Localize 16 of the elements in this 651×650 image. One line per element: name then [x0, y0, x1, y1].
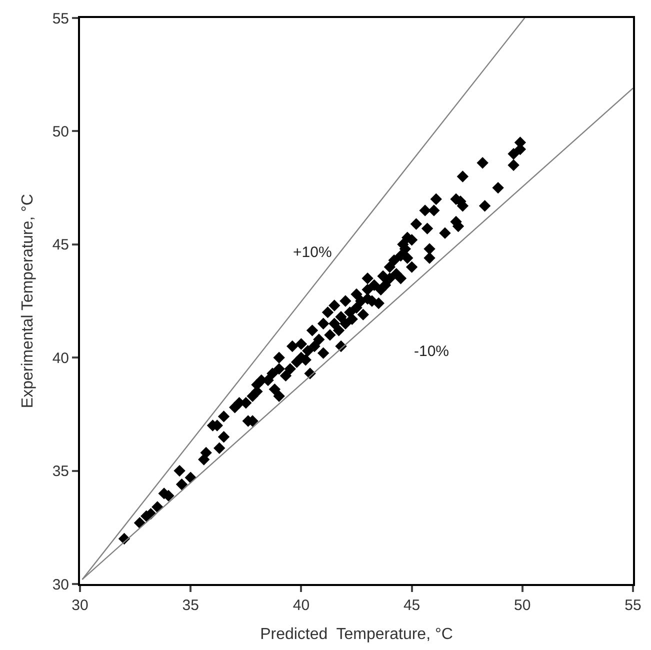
- x-tick-label: 45: [403, 597, 420, 614]
- x-tick-label: 35: [182, 597, 199, 614]
- y-tick-label: 30: [52, 576, 69, 594]
- y-tick-label: 40: [52, 350, 69, 367]
- x-axis-title: Predicted Temperature, °C: [260, 626, 453, 644]
- x-tick-label: 40: [292, 597, 310, 614]
- y-axis-title: Experimental Temperature, °C: [20, 194, 37, 408]
- y-tick-label: 35: [52, 463, 69, 480]
- x-tick-label: 55: [624, 597, 642, 614]
- y-tick-label: 50: [52, 123, 69, 140]
- x-tick-label: 50: [514, 597, 531, 614]
- x-tick-label: 30: [72, 597, 88, 614]
- annotation: -10%: [414, 343, 450, 360]
- y-tick-label: 55: [52, 10, 69, 28]
- annotation: +10%: [293, 244, 332, 261]
- y-tick-label: 45: [52, 236, 69, 254]
